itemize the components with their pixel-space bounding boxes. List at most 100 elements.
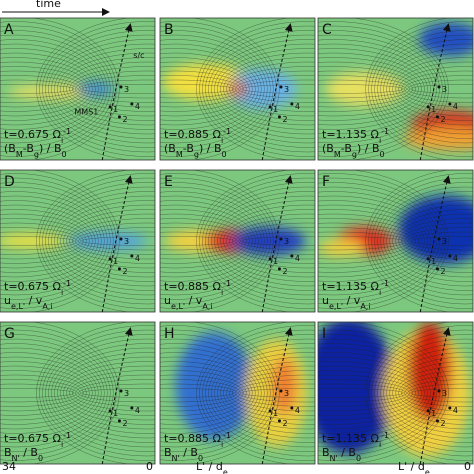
time-text-part: -1 [223, 279, 231, 288]
time-text-part: -1 [223, 127, 231, 136]
contour [160, 25, 274, 153]
contour [380, 39, 473, 139]
contour [368, 173, 473, 309]
contour [45, 182, 155, 300]
probe-dot [279, 389, 283, 393]
contour [392, 57, 473, 121]
probe-dot [268, 105, 272, 109]
contour [160, 200, 259, 282]
spacecraft-path [419, 175, 451, 313]
contour [386, 200, 473, 282]
blobs [318, 322, 470, 457]
color-blob [398, 195, 473, 264]
time-label: time [36, 0, 61, 10]
contour [0, 361, 93, 425]
contour [63, 57, 155, 121]
contour [0, 75, 81, 103]
contour [160, 34, 268, 144]
contour [202, 329, 315, 457]
quantity-text: BN' / B0 [164, 446, 203, 463]
contour [371, 329, 473, 457]
contour [0, 365, 90, 421]
contour [318, 186, 437, 296]
contour [238, 231, 315, 251]
contour [75, 379, 155, 407]
contour [0, 222, 84, 260]
contour [318, 21, 446, 157]
probe-dot [437, 389, 441, 393]
quantity-text-part: ) / B [199, 142, 222, 155]
contour [160, 18, 280, 160]
quantity-text-part: (B [164, 142, 176, 155]
probe-dot [290, 254, 294, 258]
contour [0, 48, 99, 130]
axis-label: L' / de [398, 460, 430, 474]
axis-label-part: L' / d [196, 460, 223, 473]
contour [318, 325, 446, 461]
contour [75, 75, 155, 103]
contour [54, 43, 155, 135]
contour [410, 388, 473, 398]
contour [0, 182, 111, 300]
probe-label: 2 [282, 419, 287, 428]
contour [160, 343, 265, 443]
field [318, 170, 473, 312]
panel-border [159, 169, 316, 313]
contour [395, 61, 473, 117]
contour [0, 79, 78, 99]
field [0, 322, 155, 464]
quantity-text-part: 0 [380, 150, 385, 159]
quantity-text-part: g [194, 150, 199, 159]
contour [318, 25, 443, 153]
contour [0, 30, 111, 148]
time-text-part: i [61, 440, 63, 449]
contour [160, 30, 271, 148]
contour [160, 57, 253, 121]
contour [39, 325, 155, 461]
contour [318, 334, 440, 452]
probe-label: 2 [122, 267, 127, 276]
quantity-text-part: / v [185, 294, 203, 307]
contour [72, 70, 155, 108]
probe-label: 1 [431, 257, 436, 266]
contour [0, 356, 96, 430]
contour [235, 75, 315, 103]
contour [318, 383, 407, 403]
contour [318, 84, 404, 94]
contour [318, 379, 410, 407]
contour [36, 170, 132, 312]
field [160, 170, 315, 312]
contour [223, 361, 315, 425]
contour [404, 379, 473, 407]
contour [160, 209, 253, 273]
contour [0, 388, 75, 398]
time-text-part: t=0.675 Ω [4, 128, 61, 141]
time-text-part: i [379, 288, 381, 297]
quantity-text-part: -B [183, 142, 194, 155]
quantity-text-part: / v [343, 294, 361, 307]
contour [223, 57, 315, 121]
contour [160, 182, 271, 300]
contour [196, 170, 292, 312]
contour [63, 209, 155, 273]
panel-border [317, 17, 474, 161]
contour [318, 48, 428, 130]
contour [0, 379, 81, 407]
probe-dot [108, 409, 112, 413]
contour [0, 227, 81, 255]
contour [0, 322, 120, 464]
contour [386, 352, 473, 434]
time-text-part: t=0.885 Ω [164, 280, 221, 293]
contour [160, 75, 241, 103]
probe-label: 3 [442, 237, 447, 246]
contour [407, 231, 473, 251]
contour [214, 347, 315, 439]
quantity-text-part: / B [20, 446, 38, 459]
contour [160, 370, 247, 416]
quantity-text-part: M [176, 150, 183, 159]
panel-label: G [4, 326, 15, 342]
probe-label: 3 [124, 85, 129, 94]
probe-label: 3 [284, 237, 289, 246]
